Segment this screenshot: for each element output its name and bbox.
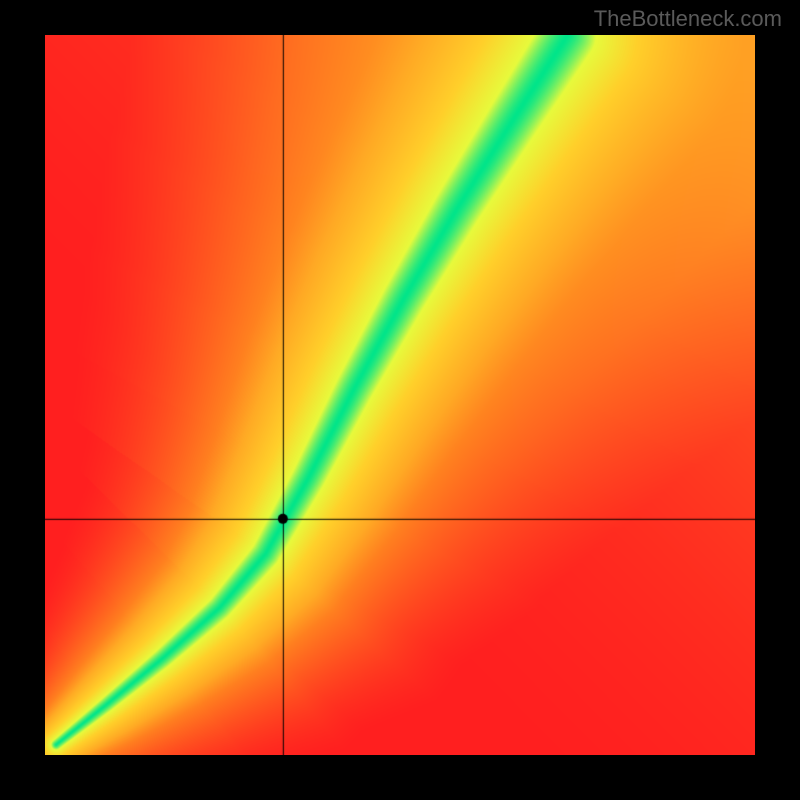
watermark-text: TheBottleneck.com	[594, 6, 782, 32]
heatmap-canvas	[45, 35, 755, 755]
bottleneck-heatmap	[45, 35, 755, 755]
